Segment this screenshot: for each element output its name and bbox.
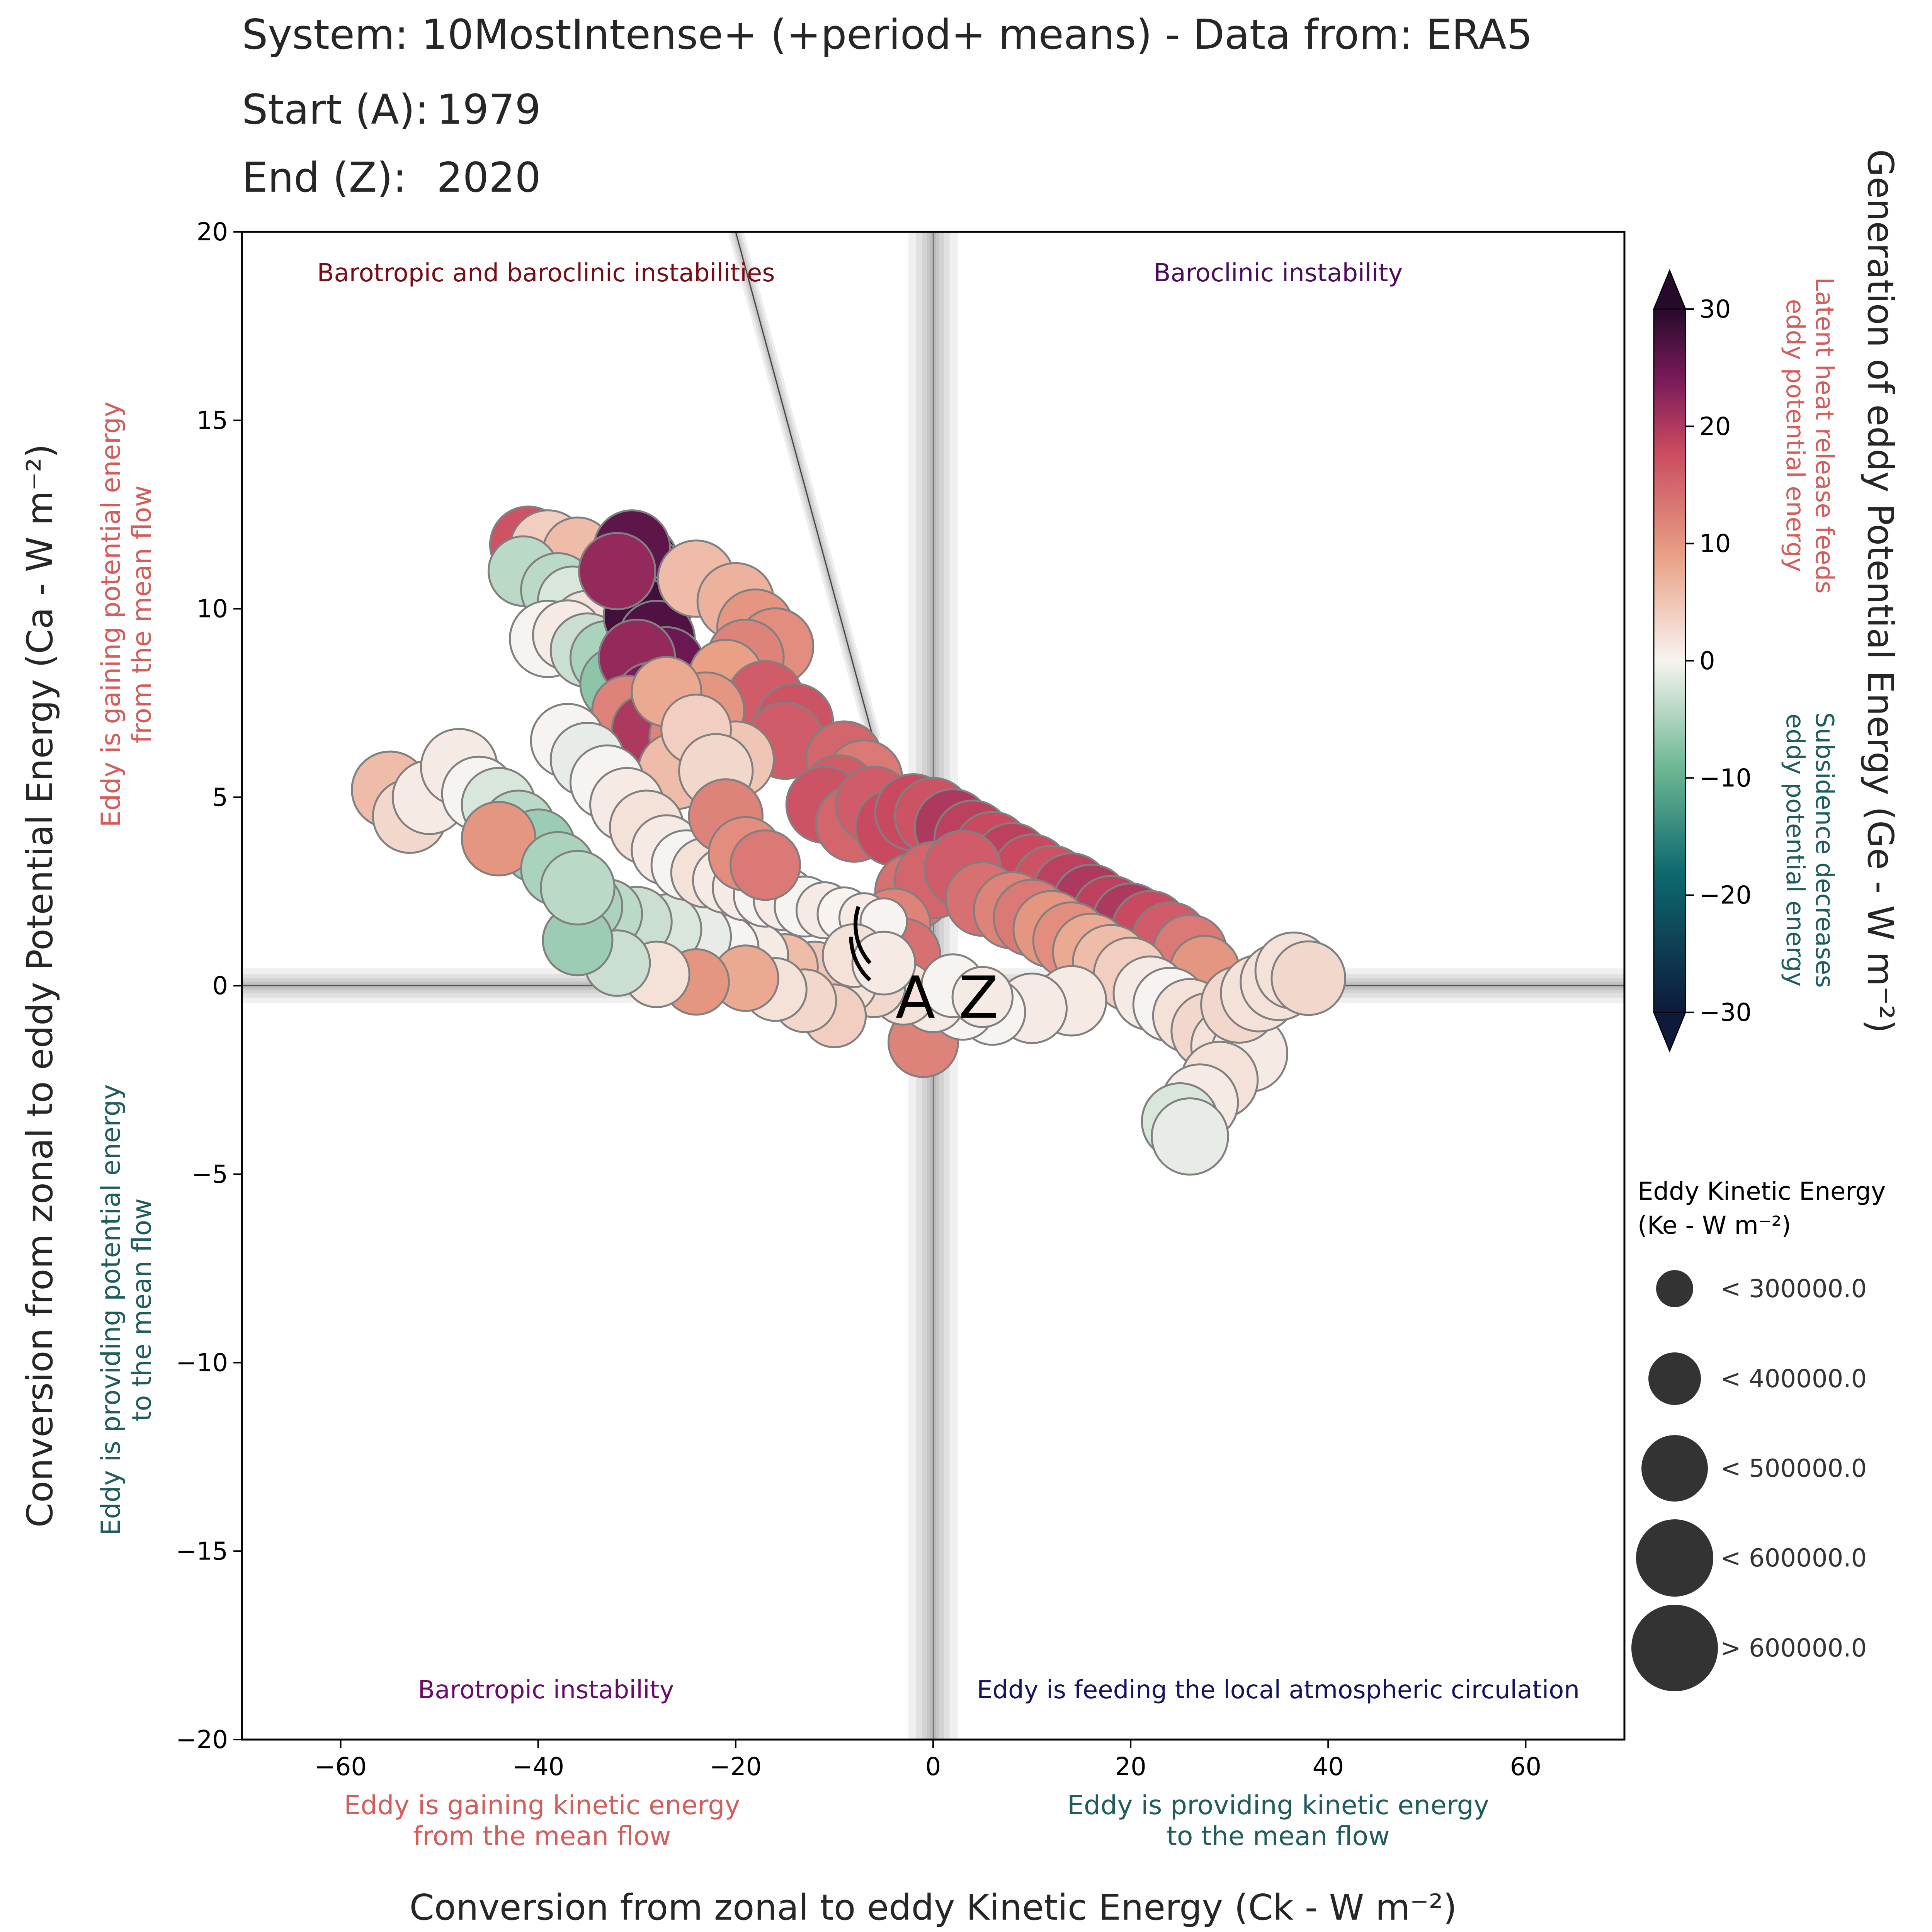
size-legend-label: < 400000.0: [1720, 1365, 1867, 1393]
colorbar-tick-label: 10: [1699, 530, 1731, 558]
y-axis-ticks: −20 −15 −10 −5 0 5 10 15 20: [176, 218, 242, 1754]
x-tick-label: 60: [1510, 1753, 1541, 1781]
y-tick-label: 20: [197, 218, 228, 247]
quadrant-label-top-left: Barotropic and baroclinic instabilities: [317, 259, 775, 287]
x-tick-label: −60: [315, 1753, 367, 1781]
size-legend-marker: [1656, 1270, 1693, 1307]
size-legend: < 300000.0 < 400000.0 < 500000.0 < 600000.0…: [1631, 1270, 1867, 1691]
quadrant-label-bottom-right: Eddy is feeding the local atmospheric ci…: [977, 1676, 1580, 1704]
colorbar: [1653, 308, 1686, 1013]
y-tick-label: −15: [176, 1537, 228, 1566]
end-label: End (Z):: [242, 154, 407, 201]
y-side-label-bottom: Eddy is providing potential energyto the…: [96, 1084, 157, 1536]
y-tick-label: 0: [212, 972, 228, 1000]
end-value: 2020: [437, 154, 541, 201]
end-marker-label: Z: [959, 964, 998, 1032]
data-points: [351, 505, 1346, 1176]
y-tick-label: −20: [176, 1726, 228, 1754]
y-side-label-top: Eddy is gaining potential energyfrom the…: [96, 401, 157, 827]
size-legend-marker: [1641, 1435, 1708, 1502]
data-point: [730, 829, 801, 901]
data-point: [951, 966, 1014, 1028]
start-arc: [849, 906, 872, 982]
x-axis-ticks: −60 −40 −20 0 20 40 60: [315, 1740, 1541, 1781]
size-legend-label: < 500000.0: [1720, 1454, 1867, 1483]
quadrant-label-bottom-left: Barotropic instability: [418, 1676, 674, 1704]
colorbar-tick-label: 30: [1699, 295, 1731, 324]
colorbar-bottom-extend: [1653, 1012, 1687, 1053]
x-axis-title: Conversion from zonal to eddy Kinetic En…: [410, 1887, 1457, 1928]
colorbar-tick-label: −30: [1699, 998, 1752, 1027]
start-marker-label: A: [896, 964, 935, 1032]
size-legend-marker: [1648, 1352, 1701, 1405]
y-axis-title: Conversion from zonal to eddy Potential …: [19, 444, 61, 1527]
y-tick-label: −5: [192, 1160, 228, 1189]
size-legend-label: > 600000.0: [1720, 1634, 1867, 1663]
colorbar-tick-label: 20: [1699, 412, 1731, 441]
size-legend-marker: [1631, 1605, 1718, 1691]
y-tick-label: 15: [197, 406, 228, 435]
y-tick-label: 10: [197, 595, 228, 624]
size-legend-label: < 600000.0: [1720, 1544, 1867, 1573]
colorbar-top-extend: [1653, 269, 1687, 310]
x-tick-label: 40: [1313, 1753, 1344, 1781]
x-side-label-right: Eddy is providing kinetic energy to the m…: [1067, 1790, 1489, 1852]
start-value: 1979: [437, 86, 541, 133]
size-legend-marker: [1636, 1519, 1713, 1597]
y-tick-label: 5: [212, 783, 228, 812]
y-tick-label: −10: [176, 1349, 228, 1378]
x-tick-label: 0: [925, 1753, 941, 1781]
x-side-label-left: Eddy is gaining kinetic energy from the m…: [344, 1790, 740, 1852]
quadrant-label-top-right: Baroclinic instability: [1154, 259, 1403, 287]
colorbar-note-latent-heat: Latent heat release feedseddy potential …: [1781, 277, 1838, 594]
data-point: [1270, 940, 1346, 1016]
data-point: [578, 532, 656, 611]
colorbar-tick-label: −20: [1699, 881, 1752, 910]
data-point: [540, 850, 616, 926]
x-tick-label: 20: [1115, 1753, 1146, 1781]
colorbar-tick-label: −10: [1699, 764, 1752, 793]
size-legend-label: < 300000.0: [1720, 1275, 1867, 1303]
chart-title: System: 10MostIntense+ (+period+ means) …: [242, 11, 1533, 58]
x-tick-label: −40: [512, 1753, 564, 1781]
start-label: Start (A):: [242, 86, 429, 133]
data-point: [1151, 1097, 1229, 1176]
size-legend-title: Eddy Kinetic Energy (Ke - W m⁻²): [1638, 1177, 1886, 1240]
colorbar-tick-label: 0: [1699, 647, 1715, 675]
colorbar-note-subsidence: Subsidence decreaseseddy potential energ…: [1781, 712, 1838, 988]
x-tick-label: −20: [709, 1753, 762, 1781]
colorbar-ticks: 30 20 10 0 −10 −20 −30: [1685, 295, 1752, 1027]
colorbar-title: Generation of eddy Potential Energy (Ge …: [1860, 149, 1901, 1033]
